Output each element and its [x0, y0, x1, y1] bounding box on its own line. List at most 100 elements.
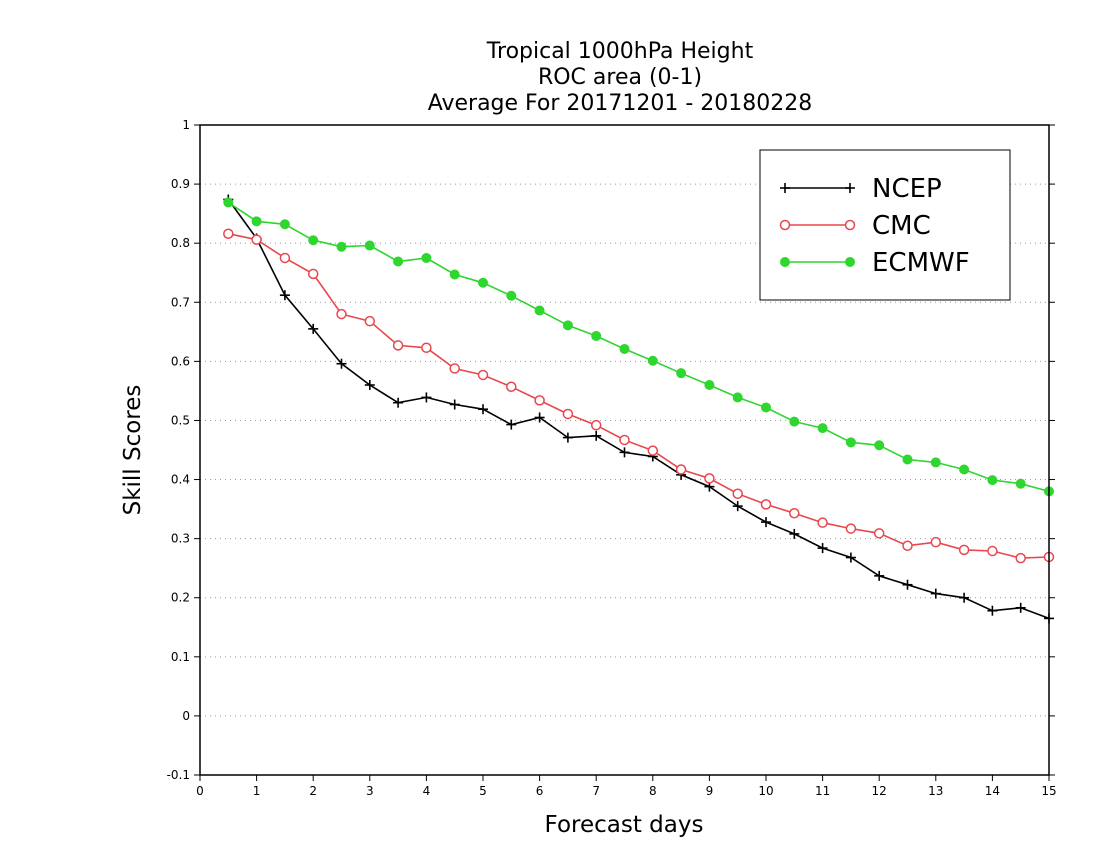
ecmwf-point: [930, 457, 941, 468]
legend-marker: [844, 219, 856, 231]
y-axis-label: Skill Scores: [120, 385, 146, 516]
ncep-point: [393, 397, 404, 408]
ncep-point: [449, 399, 460, 410]
ecmwf-point: [874, 440, 885, 451]
ncep-point: [930, 588, 941, 599]
legend-entry-ecmwf: ECMWF: [780, 248, 970, 278]
legend-marker: [780, 183, 790, 193]
x-tick-label: 13: [928, 784, 943, 798]
ecmwf-point: [279, 219, 290, 230]
ecmwf-point: [534, 305, 545, 316]
cmc-point: [1015, 552, 1026, 564]
y-tick-label: 1: [182, 118, 190, 132]
title-line-3: Average For 20171201 - 20180228: [428, 91, 813, 116]
y-tick-label: 0.8: [171, 236, 190, 250]
ecmwf-point: [817, 423, 828, 434]
cmc-point: [534, 395, 545, 406]
x-tick-label: 6: [536, 784, 544, 798]
cmc-point: [675, 464, 687, 475]
ncep-point: [336, 358, 347, 369]
legend-marker: [780, 257, 790, 267]
ncep-point: [619, 447, 630, 458]
ecmwf-point: [591, 330, 602, 341]
cmc-point: [392, 340, 404, 351]
series-cmc: [223, 228, 1055, 564]
x-axis-label: Forecast days: [545, 812, 704, 838]
x-tick-label: 4: [423, 784, 431, 798]
ncep-line: [227, 199, 1050, 620]
ecmwf-point: [251, 216, 262, 227]
ncep-point: [789, 528, 800, 539]
ecmwf-point: [761, 402, 771, 413]
ncep-point: [364, 380, 375, 390]
cmc-point: [789, 507, 800, 519]
x-tick-label: 1: [253, 784, 261, 798]
cmc-point: [364, 315, 376, 327]
x-tick-label: 15: [1041, 784, 1056, 798]
ecmwf-point: [676, 368, 687, 379]
ncep-point: [279, 290, 290, 301]
series-lines: [223, 194, 1055, 624]
ecmwf-point: [308, 235, 319, 246]
cmc-point: [421, 342, 432, 354]
x-tick-label: 7: [592, 784, 600, 798]
ncep-point: [534, 412, 545, 423]
ecmwf-point: [789, 416, 800, 427]
x-tick-label: 9: [706, 784, 714, 798]
y-tick-label: 0.4: [171, 473, 190, 487]
x-tick-label: 3: [366, 784, 374, 798]
ecmwf-point: [336, 241, 347, 252]
ncep-point: [308, 323, 319, 334]
ecmwf-point: [845, 437, 856, 448]
x-tick-label: 2: [309, 784, 317, 798]
ncep-point: [562, 432, 573, 443]
y-tick-label: 0.2: [171, 591, 190, 605]
ncep-point: [817, 543, 828, 554]
y-tick-label: 0.3: [171, 532, 190, 546]
legend-marker: [845, 257, 855, 267]
ecmwf-point: [562, 320, 573, 331]
cmc-point: [704, 473, 715, 484]
ecmwf-point: [704, 380, 715, 390]
cmc-point: [449, 363, 460, 374]
title-line-1: Tropical 1000hPa Height: [486, 39, 754, 64]
axis-ticks: -0.100.10.20.30.40.50.60.70.80.910 1 2 3 4 5 6…: [167, 118, 1057, 798]
x-tick-label: 0: [196, 784, 204, 798]
y-tick-label: 0.5: [171, 413, 190, 427]
y-tick-label: 0.6: [171, 354, 190, 368]
ecmwf-point: [449, 269, 460, 280]
cmc-point: [647, 445, 659, 456]
y-tick-label: 0: [182, 709, 190, 723]
cmc-point: [958, 544, 970, 556]
ecmwf-point: [732, 392, 743, 403]
cmc-point: [251, 234, 262, 245]
legend-entry-cmc: CMC: [779, 211, 931, 241]
cmc-point: [619, 434, 630, 446]
y-tick-label: 0.7: [171, 295, 190, 309]
ecmwf-point: [959, 464, 970, 475]
legend-label-ecmwf: ECMWF: [872, 248, 970, 278]
cmc-point: [279, 252, 291, 264]
legend-marker: [779, 219, 791, 231]
cmc-point: [506, 381, 517, 393]
y-tick-label: 0.1: [171, 650, 190, 664]
cmc-point: [845, 523, 857, 534]
cmc-point: [590, 419, 602, 431]
ecmwf-point: [619, 343, 630, 354]
legend-marker: [845, 183, 855, 193]
ncep-point: [761, 517, 771, 528]
plot-frame: [199, 124, 1050, 776]
cmc-point: [817, 517, 828, 528]
x-tick-label: 14: [985, 784, 1000, 798]
legend-label-ncep: NCEP: [872, 174, 942, 204]
y-tick-label: -0.1: [167, 768, 190, 782]
ncep-point: [987, 605, 998, 616]
cmc-point: [562, 408, 574, 420]
legend: NCEP CMC ECMWF: [759, 149, 1011, 301]
ecmwf-point: [647, 355, 658, 366]
ecmwf-point: [902, 454, 913, 465]
ncep-point: [591, 430, 602, 441]
x-tick-label: 5: [479, 784, 487, 798]
series-ecmwf: [223, 197, 1054, 497]
